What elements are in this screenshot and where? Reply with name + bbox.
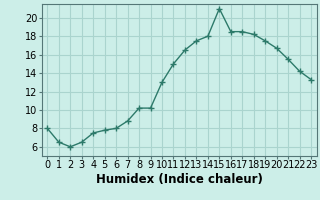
X-axis label: Humidex (Indice chaleur): Humidex (Indice chaleur) [96, 173, 263, 186]
